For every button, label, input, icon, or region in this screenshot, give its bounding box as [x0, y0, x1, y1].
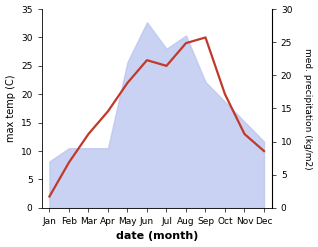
Y-axis label: max temp (C): max temp (C) — [5, 75, 16, 142]
X-axis label: date (month): date (month) — [115, 231, 198, 242]
Y-axis label: med. precipitation (kg/m2): med. precipitation (kg/m2) — [303, 48, 313, 169]
